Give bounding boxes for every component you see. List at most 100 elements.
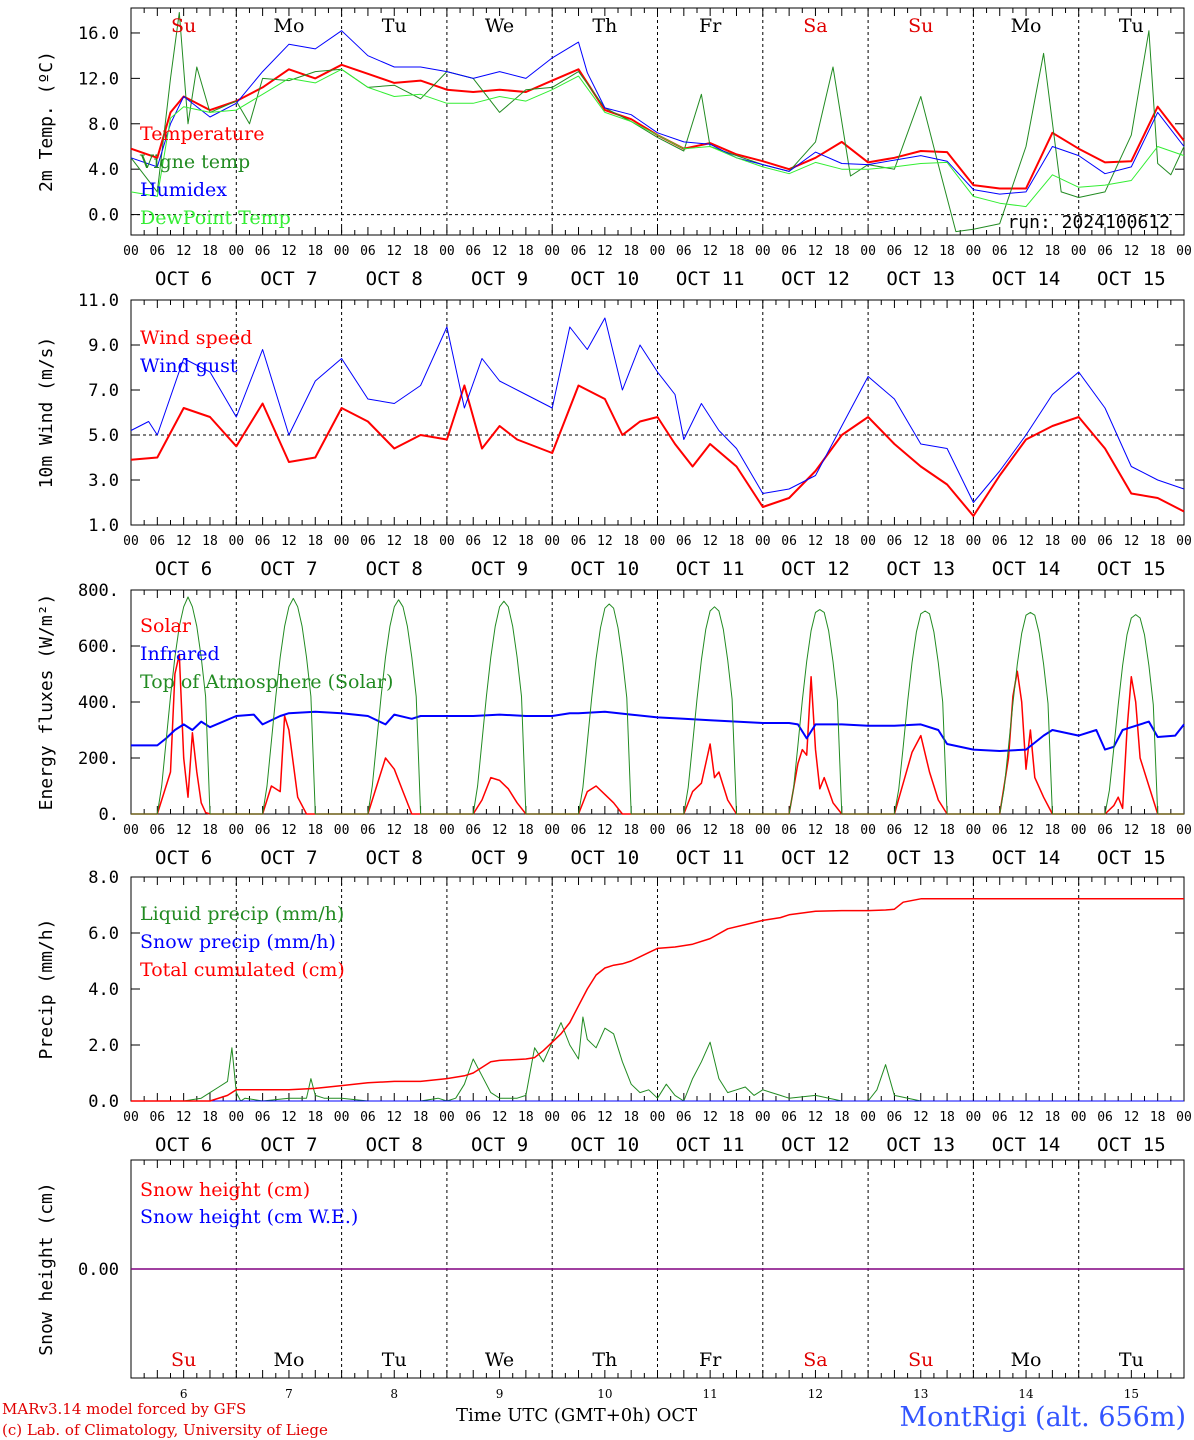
hour-label: 00 bbox=[334, 1110, 350, 1125]
y-axis-title: Precip (mm/h) bbox=[36, 919, 57, 1060]
y-tick-label: 0.0 bbox=[88, 206, 119, 226]
hour-label: 12 bbox=[913, 823, 929, 838]
hour-label: 06 bbox=[676, 823, 692, 838]
date-label: OCT 9 bbox=[471, 268, 528, 290]
hour-label: 00 bbox=[1071, 1110, 1087, 1125]
hour-label: 00 bbox=[650, 1110, 666, 1125]
hour-label: 00 bbox=[650, 534, 666, 549]
hour-label: 00 bbox=[1071, 534, 1087, 549]
hour-label: 00 bbox=[123, 244, 139, 259]
hour-label: 12 bbox=[281, 823, 297, 838]
hour-label: 18 bbox=[1150, 534, 1166, 549]
hour-label: 18 bbox=[413, 534, 429, 549]
date-label: OCT 7 bbox=[260, 558, 317, 580]
date-label: OCT 10 bbox=[571, 847, 640, 869]
hour-label: 18 bbox=[307, 244, 323, 259]
legend-entry: Total cumulated (cm) bbox=[140, 959, 345, 981]
legend-entry: Snow height (cm) bbox=[140, 1179, 310, 1201]
date-label: OCT 8 bbox=[366, 847, 423, 869]
hour-label: 12 bbox=[597, 244, 613, 259]
hour-label: 06 bbox=[992, 534, 1008, 549]
hour-label: 06 bbox=[465, 1110, 481, 1125]
y-tick-label: 200. bbox=[78, 749, 119, 769]
legend-entry: Wind gust bbox=[140, 355, 238, 377]
date-label: OCT 9 bbox=[471, 1134, 528, 1156]
hour-label: 18 bbox=[202, 534, 218, 549]
hour-label: 00 bbox=[544, 1110, 560, 1125]
hour-label: 12 bbox=[492, 244, 508, 259]
weekday-label: Tu bbox=[1119, 1349, 1144, 1371]
hour-label: 06 bbox=[149, 244, 165, 259]
hour-label: 12 bbox=[1018, 244, 1034, 259]
hour-label: 06 bbox=[887, 244, 903, 259]
y-tick-label: 8.0 bbox=[88, 115, 119, 135]
date-label: OCT 13 bbox=[886, 1134, 955, 1156]
hour-label: 12 bbox=[176, 1110, 192, 1125]
run-label: run: 2024100612 bbox=[1007, 212, 1170, 233]
hour-label: 00 bbox=[334, 244, 350, 259]
date-label: OCT 12 bbox=[781, 268, 850, 290]
date-label: OCT 6 bbox=[155, 1134, 212, 1156]
date-label: OCT 8 bbox=[366, 268, 423, 290]
model-credit: MARv3.14 model forced by GFS bbox=[2, 1400, 247, 1418]
hour-label: 00 bbox=[228, 534, 244, 549]
hour-label: 12 bbox=[702, 534, 718, 549]
hour-label: 00 bbox=[544, 244, 560, 259]
weekday-label: We bbox=[485, 15, 514, 37]
hour-label: 06 bbox=[1097, 1110, 1113, 1125]
hour-label: 00 bbox=[544, 823, 560, 838]
weekday-label: Su bbox=[908, 1349, 933, 1371]
y-tick-label: 8.0 bbox=[88, 868, 119, 888]
hour-label: 12 bbox=[176, 534, 192, 549]
hour-label: 18 bbox=[623, 244, 639, 259]
date-label: OCT 13 bbox=[886, 558, 955, 580]
hour-label: 18 bbox=[202, 244, 218, 259]
date-label: OCT 7 bbox=[260, 268, 317, 290]
hour-label: 00 bbox=[439, 534, 455, 549]
hour-label: 06 bbox=[781, 1110, 797, 1125]
hour-label: 18 bbox=[413, 244, 429, 259]
legend-entry: Liquid precip (mm/h) bbox=[140, 903, 344, 925]
hour-label: 12 bbox=[281, 244, 297, 259]
hour-label: 18 bbox=[518, 534, 534, 549]
hour-label: 18 bbox=[1045, 534, 1061, 549]
series-line bbox=[131, 653, 1184, 815]
date-label: OCT 15 bbox=[1097, 847, 1166, 869]
date-label: OCT 14 bbox=[992, 558, 1061, 580]
date-label: OCT 15 bbox=[1097, 1134, 1166, 1156]
hour-label: 00 bbox=[439, 244, 455, 259]
day-number-label: 9 bbox=[496, 1387, 504, 1401]
hour-label: 00 bbox=[1071, 244, 1087, 259]
date-label: OCT 10 bbox=[571, 268, 640, 290]
hour-label: 12 bbox=[176, 244, 192, 259]
date-label: OCT 9 bbox=[471, 847, 528, 869]
hour-label: 18 bbox=[413, 1110, 429, 1125]
date-label: OCT 7 bbox=[260, 1134, 317, 1156]
hour-label: 00 bbox=[860, 244, 876, 259]
date-label: OCT 11 bbox=[676, 1134, 745, 1156]
hour-label: 00 bbox=[1176, 534, 1192, 549]
date-label: OCT 8 bbox=[366, 1134, 423, 1156]
hour-label: 12 bbox=[913, 534, 929, 549]
legend-entry: Temperature bbox=[140, 123, 264, 145]
hour-label: 06 bbox=[1097, 823, 1113, 838]
hour-label: 12 bbox=[386, 244, 402, 259]
hour-label: 18 bbox=[729, 1110, 745, 1125]
hour-label: 00 bbox=[1176, 823, 1192, 838]
date-label: OCT 8 bbox=[366, 558, 423, 580]
hour-label: 00 bbox=[1071, 823, 1087, 838]
date-label: OCT 12 bbox=[781, 558, 850, 580]
hour-label: 06 bbox=[149, 1110, 165, 1125]
station-title: MontRigi (alt. 656m) bbox=[899, 1402, 1186, 1433]
date-label: OCT 14 bbox=[992, 268, 1061, 290]
weekday-label: Mo bbox=[273, 1349, 304, 1371]
hour-label: 06 bbox=[992, 244, 1008, 259]
hour-label: 00 bbox=[755, 534, 771, 549]
day-number-label: 8 bbox=[390, 1387, 398, 1401]
hour-label: 06 bbox=[781, 534, 797, 549]
hour-label: 00 bbox=[966, 534, 982, 549]
date-label: OCT 6 bbox=[155, 268, 212, 290]
y-tick-label: 2.0 bbox=[88, 1036, 119, 1056]
hour-label: 18 bbox=[834, 534, 850, 549]
